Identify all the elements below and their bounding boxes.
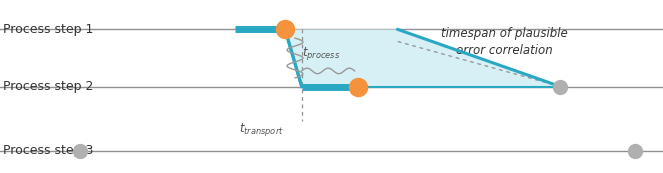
Text: $t_{process}$: $t_{process}$ bbox=[302, 45, 340, 62]
Polygon shape bbox=[285, 29, 560, 86]
Text: Process step 2: Process step 2 bbox=[3, 80, 93, 93]
Text: timespan of plausible
error correlation: timespan of plausible error correlation bbox=[440, 26, 568, 57]
Text: Process step 3: Process step 3 bbox=[3, 144, 93, 157]
Text: $t_{transport}$: $t_{transport}$ bbox=[239, 121, 284, 138]
Text: Process step 1: Process step 1 bbox=[3, 23, 93, 36]
